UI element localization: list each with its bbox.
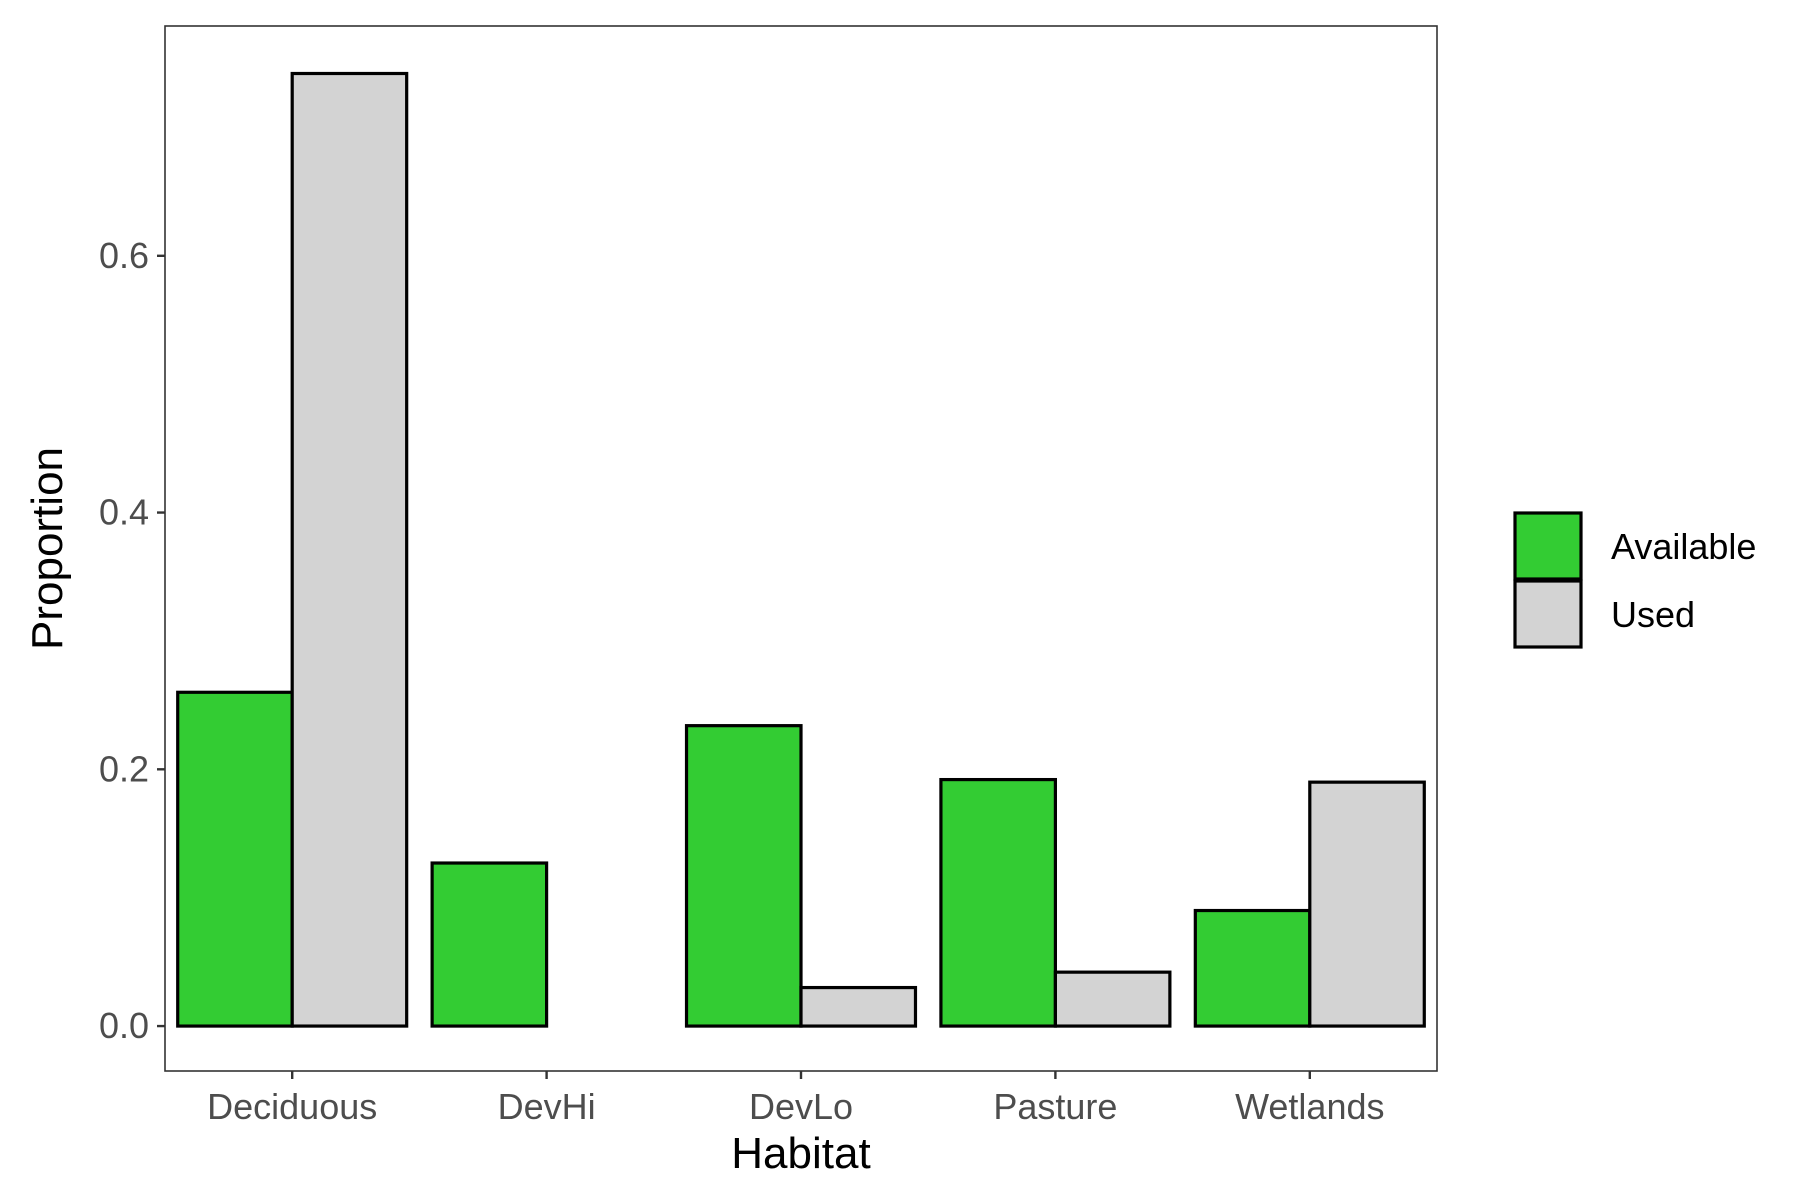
y-tick-label: 0.4 (99, 492, 149, 533)
bar-deciduous-available (176, 690, 294, 1028)
y-axis-title: Proportion (23, 447, 72, 650)
x-tick-label: Wetlands (1235, 1086, 1384, 1127)
legend-key-used (1513, 579, 1583, 649)
bars-layer (176, 71, 1426, 1028)
x-axis-title: Habitat (731, 1129, 870, 1178)
x-tick-label: DevLo (749, 1086, 853, 1127)
bar-pasture-used (1053, 970, 1172, 1028)
x-axis: Deciduous DevHi DevLo Pasture Wetlands (207, 1071, 1385, 1127)
bar-pasture-available (939, 777, 1057, 1028)
bar-devhi-available (430, 861, 549, 1028)
y-tick-label: 0.0 (99, 1005, 149, 1046)
bar-devlo-available (684, 724, 803, 1028)
legend-key-available (1513, 511, 1583, 581)
bar-deciduous-used (290, 71, 409, 1028)
bar-wetlands-used (1308, 780, 1426, 1028)
x-tick-label: DevHi (498, 1086, 596, 1127)
legend: Available Used (1513, 511, 1756, 649)
x-tick-label: Deciduous (207, 1086, 377, 1127)
y-tick-label: 0.2 (99, 748, 149, 789)
legend-label-available: Available (1611, 526, 1756, 567)
y-tick-label: 0.6 (99, 235, 149, 276)
x-tick-label: Pasture (993, 1086, 1117, 1127)
bar-wetlands-available (1193, 908, 1312, 1028)
bar-devlo-used (799, 985, 918, 1028)
y-axis: 0.0 0.2 0.4 0.6 (99, 235, 165, 1046)
legend-label-used: Used (1611, 594, 1695, 635)
